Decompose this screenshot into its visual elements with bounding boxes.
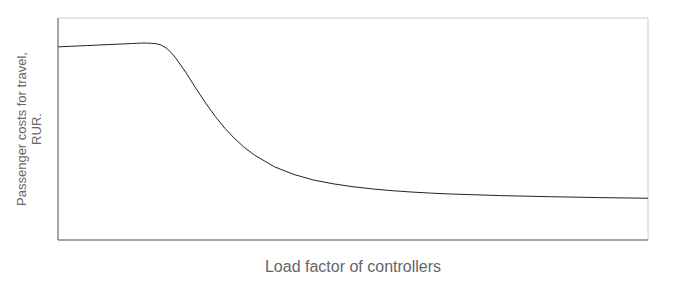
svg-text:Load factor of controllers: Load factor of controllers <box>265 258 441 275</box>
svg-text:Passenger costs for travel,RUR: Passenger costs for travel,RUR. <box>13 52 43 206</box>
